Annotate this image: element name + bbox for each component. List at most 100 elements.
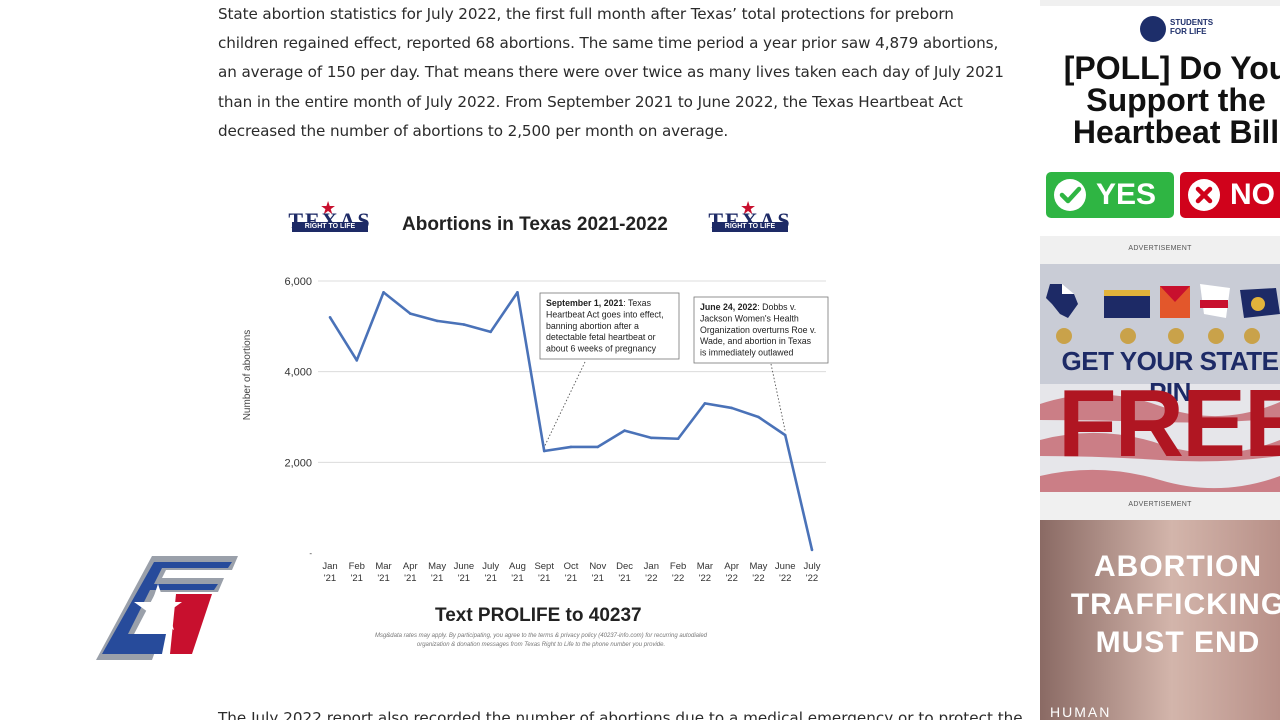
annotation-line: detectable fetal heartbeat or <box>546 332 656 342</box>
x-tick-label-year: '22 <box>806 573 818 584</box>
x-tick-label-year: '21 <box>431 573 443 584</box>
data-point <box>382 291 385 294</box>
annotation-line: Jackson Women's Health <box>700 313 799 323</box>
chart-annotation: June 24, 2022: Dobbs v.Jackson Women's H… <box>693 296 829 432</box>
data-point <box>676 437 680 441</box>
data-point <box>623 429 626 432</box>
x-tick-label: June <box>454 561 475 572</box>
texas-right-to-life-logo-right: ★ TEXAS RIGHT TO LIFE <box>708 198 792 233</box>
x-tick-label-year: '21 <box>538 573 550 584</box>
x-tick-label: Dec <box>616 561 633 572</box>
x-tick-label: May <box>749 561 767 572</box>
chart-title: Abortions in Texas 2021-2022 <box>402 214 668 235</box>
x-tick-label-year: '22 <box>725 573 737 584</box>
x-tick-label-year: '22 <box>645 573 657 584</box>
ad-footer-text: HUMAN <box>1050 704 1112 720</box>
x-tick-label: July <box>482 561 499 572</box>
pin-clasp-icon <box>1208 328 1224 344</box>
abortion-infographic: ★ TEXAS RIGHT TO LIFE Abortions in Texas… <box>230 180 850 660</box>
data-point <box>542 449 546 453</box>
data-point <box>409 312 412 315</box>
y-axis-label: Number of abortions <box>242 330 253 421</box>
state-pin-ad[interactable]: GET YOUR STATE PIN FREE! <box>1040 264 1280 492</box>
x-tick-label-year: '21 <box>377 573 389 584</box>
text-cta: Text PROLIFE to 40237 <box>435 605 642 626</box>
data-point <box>435 319 439 323</box>
data-point <box>516 291 519 294</box>
data-point <box>757 415 760 419</box>
x-tick-label: Sept <box>534 561 554 572</box>
x-tick-label: May <box>428 561 446 572</box>
state-pins <box>1040 274 1280 344</box>
x-tick-label-year: '21 <box>404 573 416 584</box>
yes-button[interactable]: YES <box>1046 172 1174 218</box>
star-icon: ★ <box>320 198 337 218</box>
data-point <box>703 402 707 405</box>
poll-question: [POLL] Do You Support the Heartbeat Bill <box>1063 50 1280 150</box>
sfl-logo-icon <box>1140 16 1166 42</box>
y-tick-label: 2,000 <box>284 457 312 469</box>
annotation-line: banning abortion after a <box>546 321 639 331</box>
texas-right-to-life-logo-left: ★ TEXAS RIGHT TO LIFE <box>288 198 372 233</box>
pin-clasp-icon <box>1056 328 1072 344</box>
poll-ad[interactable]: STUDENTS FOR LIFE [POLL] Do You Support t… <box>1040 6 1280 236</box>
x-tick-label-year: '22 <box>779 573 791 584</box>
pin-clasp-icon <box>1120 328 1136 344</box>
ad-headline: ABORTION TRAFFICKING MUST END <box>1070 550 1280 659</box>
x-tick-label: Oct <box>564 561 579 572</box>
x-tick-label-year: '21 <box>324 573 336 584</box>
x-tick-label: Feb <box>349 561 365 572</box>
flag-background <box>1040 384 1280 492</box>
free-text: FREE! <box>1058 370 1280 477</box>
x-tick-label-year: '22 <box>672 573 684 584</box>
x-tick-label: Apr <box>724 561 739 572</box>
article-body: State abortion statistics for July 2022,… <box>96 5 1023 720</box>
students-for-life-logo: STUDENTS FOR LIFE <box>1140 14 1260 44</box>
pin-clasp-icon <box>1244 328 1260 344</box>
x-tick-label: Mar <box>697 561 713 572</box>
data-point <box>730 406 733 410</box>
data-point <box>810 548 814 552</box>
advertisement-label: ADVERTISEMENT <box>1128 245 1192 252</box>
state-pin-icons <box>1046 284 1280 318</box>
data-point <box>355 359 359 362</box>
x-tick-label: Nov <box>589 561 606 572</box>
pin-clasp-icon <box>1168 328 1184 344</box>
x-tick-label-year: '22 <box>752 573 764 584</box>
x-tick-label-year: '21 <box>511 573 523 584</box>
ad-photo-background <box>1040 520 1280 720</box>
x-tick-label-year: '21 <box>458 573 470 584</box>
annotation-line: Wade, and abortion in Texas <box>700 336 812 346</box>
advertisement-label: ADVERTISEMENT <box>1128 501 1192 508</box>
data-point <box>328 315 332 319</box>
x-tick-label: Jan <box>644 561 659 572</box>
check-icon <box>1054 179 1086 211</box>
data-point <box>462 323 466 326</box>
annotation-line: June 24, 2022: Dobbs v. <box>700 302 796 312</box>
x-tick-label: Mar <box>375 561 391 572</box>
y-tick-label: 4,000 <box>284 367 312 379</box>
data-point <box>489 330 492 334</box>
x-tick-label: Aug <box>509 561 526 572</box>
x-tick-label-year: '21 <box>351 573 363 584</box>
x-tick-label-year: '21 <box>618 573 630 584</box>
annotation-line: is immediately outlawed <box>700 348 793 358</box>
fineprint: Msg&data rates may apply. By participati… <box>374 633 708 648</box>
x-tick-label-year: '22 <box>699 573 711 584</box>
no-button[interactable]: NO <box>1180 172 1280 218</box>
x-tick-label: June <box>775 561 796 572</box>
x-tick-label: Jan <box>322 561 337 572</box>
annotation-line: September 1, 2021: Texas <box>546 298 652 308</box>
x-tick-label: July <box>804 561 821 572</box>
abortion-trafficking-ad[interactable]: ABORTION TRAFFICKING MUST END HUMAN <box>1040 520 1280 720</box>
af-logo <box>96 556 238 660</box>
article-paragraph: State abortion statistics for July 2022,… <box>218 5 1004 140</box>
data-point <box>650 436 653 440</box>
data-point <box>596 445 600 449</box>
annotation-line: Organization overturns Roe v. <box>700 325 816 335</box>
article-paragraph-bottom: The July 2022 report also recorded the n… <box>218 709 1023 720</box>
annotation-line: about 6 weeks of pregnancy <box>546 344 657 354</box>
sidebar-ads: STUDENTS FOR LIFE [POLL] Do You Support t… <box>1040 0 1280 720</box>
